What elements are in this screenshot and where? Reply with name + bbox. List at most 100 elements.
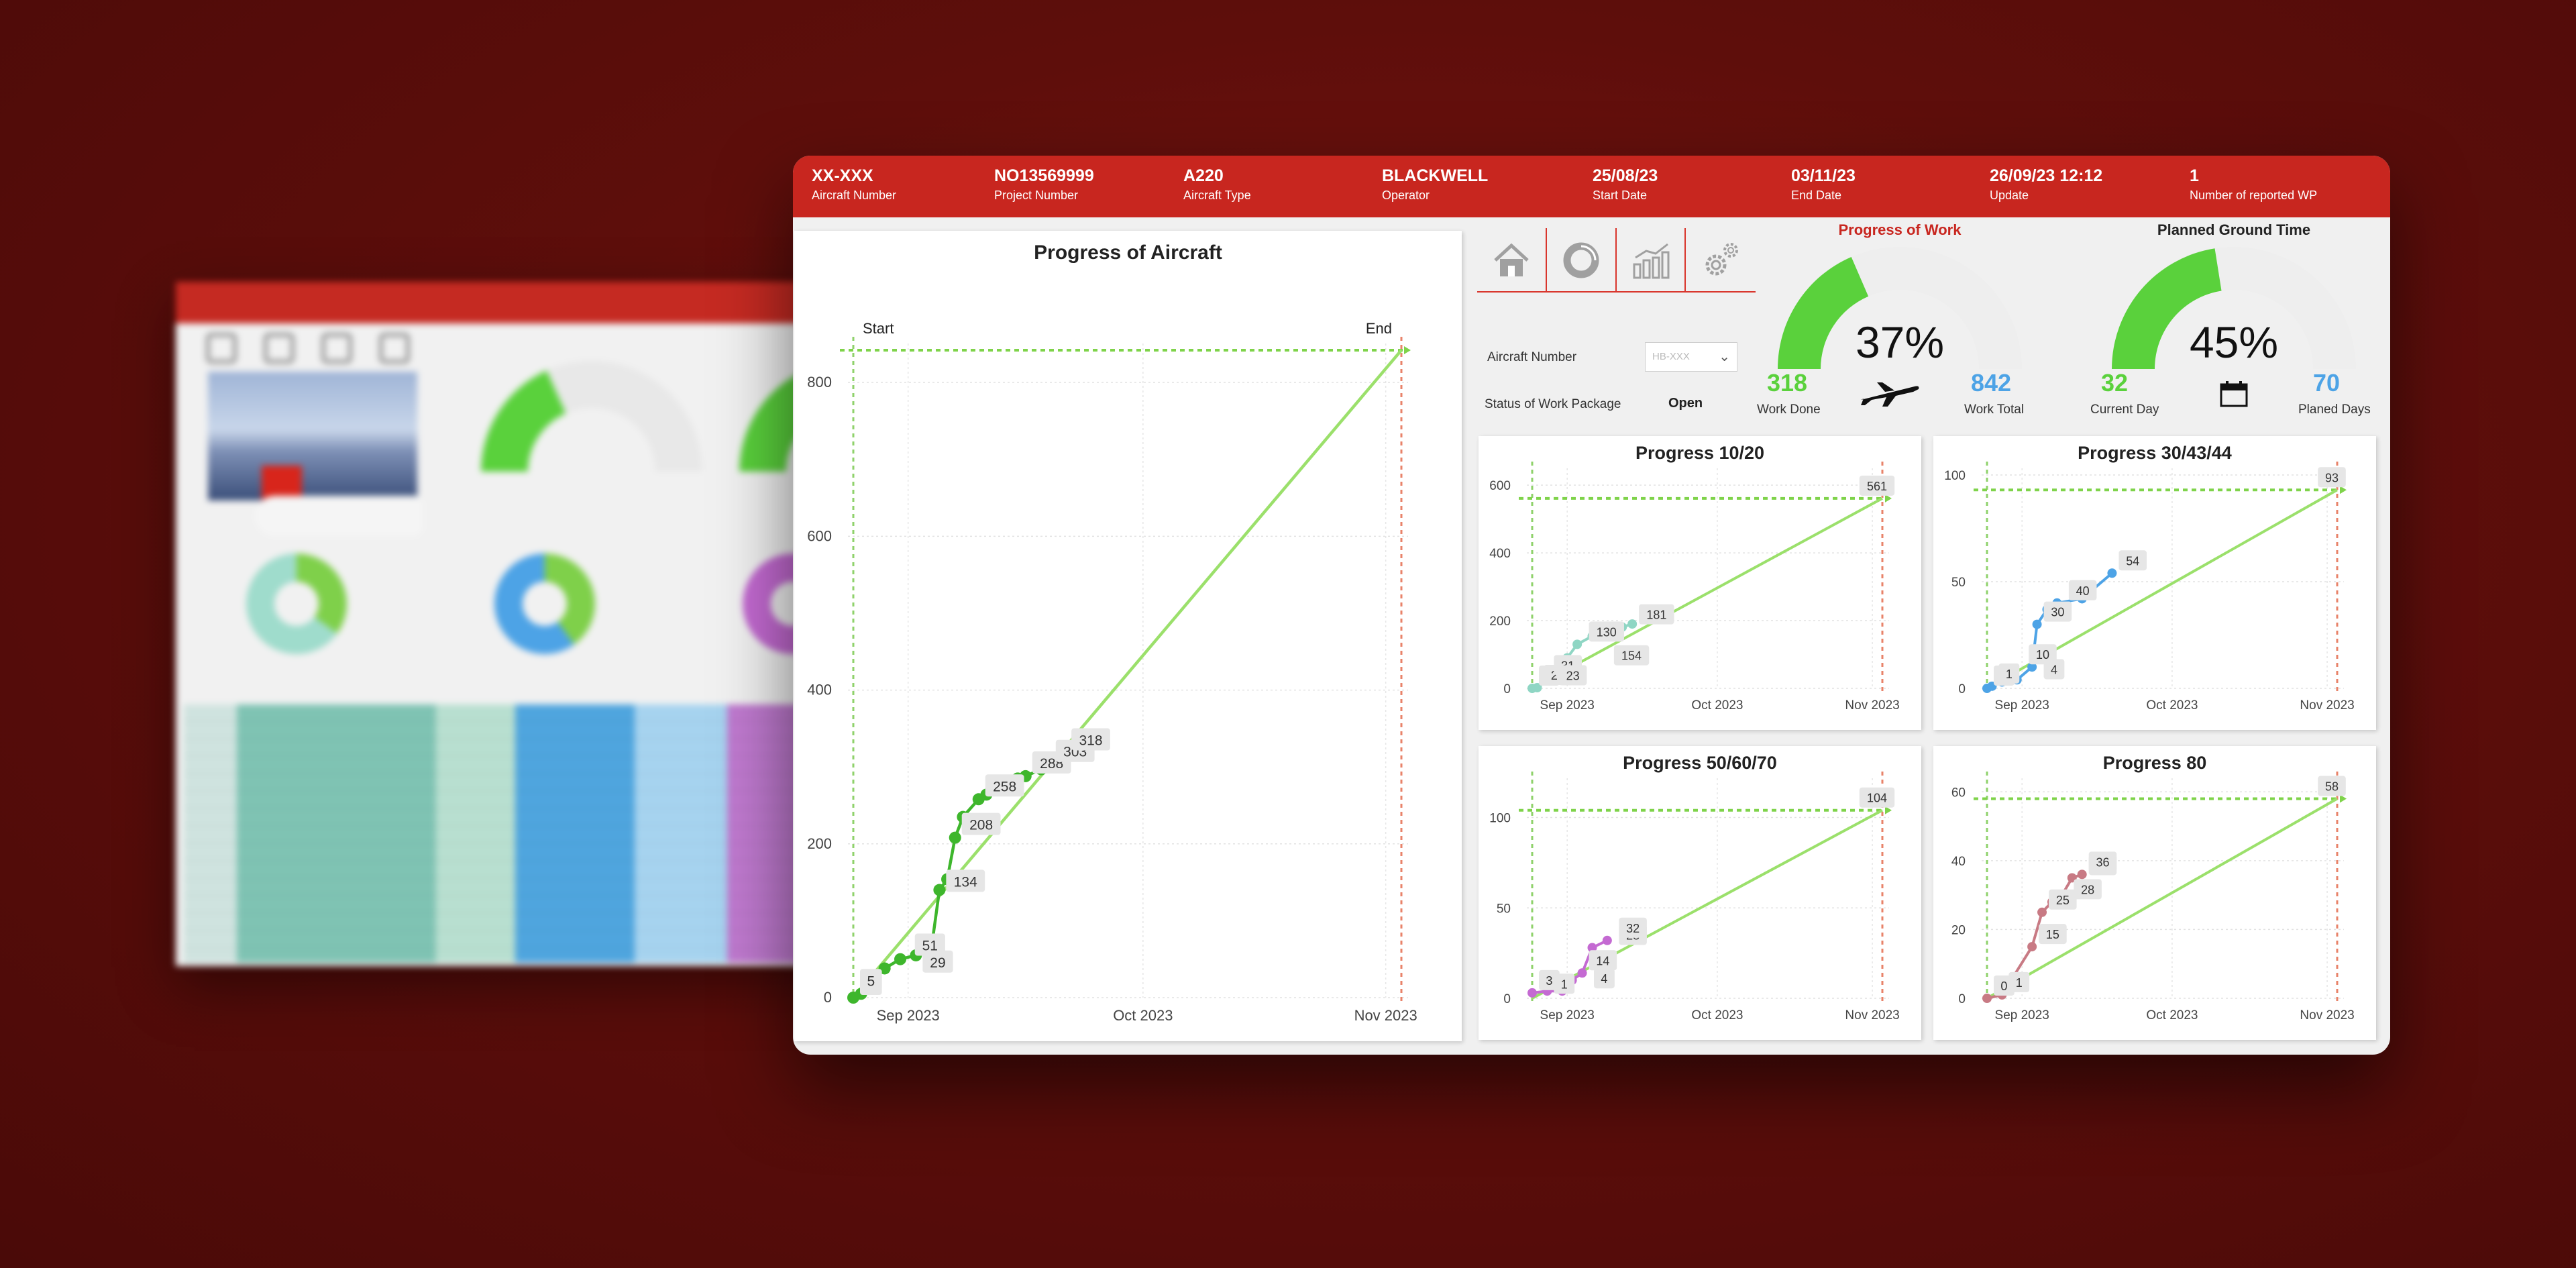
- gauge-fill: [1778, 256, 1869, 369]
- data-label: 15: [2046, 928, 2059, 941]
- data-point: [1527, 988, 1537, 998]
- y-tick-label: 200: [807, 835, 832, 852]
- data-label: 10: [2036, 648, 2049, 662]
- data-label: 4: [2051, 663, 2057, 676]
- start-label: Start: [863, 320, 894, 337]
- background-table: [184, 704, 847, 963]
- y-tick-label: 50: [1951, 576, 1966, 590]
- data-point: [1627, 619, 1638, 629]
- aircraft-number-dropdown[interactable]: HB-XXX ⌄: [1645, 342, 1737, 372]
- gauge-planned-days-value: 70: [2313, 369, 2341, 397]
- chart-title: Progress 30/43/44: [2078, 443, 2232, 463]
- airplane-icon: [1861, 382, 1919, 407]
- data-label: 134: [954, 874, 977, 890]
- header-operator: BLACKWELL Operator: [1382, 166, 1489, 202]
- aircraft-photo: [208, 372, 423, 536]
- data-label: 51: [922, 939, 938, 954]
- data-label-box: [1613, 645, 1650, 666]
- gauge-title: Planned Ground Time: [2157, 221, 2311, 238]
- data-point: [1602, 935, 1612, 945]
- data-label-box: [2088, 851, 2117, 872]
- chart-title: Progress 50/60/70: [1623, 753, 1777, 773]
- data-label: 25: [2056, 894, 2070, 907]
- data-label: 181: [1646, 609, 1666, 622]
- x-tick-label: Oct 2023: [2146, 698, 2198, 712]
- gauge-work-total-label: Work Total: [1964, 403, 2025, 417]
- data-label: 58: [2325, 780, 2339, 794]
- data-label-box: [1071, 728, 1110, 751]
- data-point: [2077, 869, 2087, 880]
- gauge-percent: 37%: [1855, 317, 1945, 367]
- y-tick-label: 20: [1951, 923, 1966, 937]
- data-label: 93: [2325, 471, 2339, 484]
- data-label: 258: [993, 779, 1016, 794]
- nav-chart-button[interactable]: [1617, 228, 1686, 293]
- data-label-box: [2043, 659, 2065, 680]
- gauge-current-day-label: Current Day: [2090, 403, 2159, 417]
- data-label: 4: [1601, 972, 1607, 986]
- background-nav-icons: [206, 333, 410, 364]
- x-tick-label: Nov 2023: [2300, 698, 2354, 712]
- y-tick-label: 600: [807, 527, 832, 544]
- gauge-work-total-value: 842: [1971, 369, 2012, 397]
- data-label: 1: [2006, 668, 2012, 681]
- data-label: 3: [1546, 974, 1552, 988]
- work-package-status-value: Open: [1668, 396, 1703, 411]
- chart-progress-of-aircraft: 0 200 400 600 800 Sep 2023 Oct 2023 Nov 2023 Sta…: [807, 320, 1417, 1024]
- x-tick-label: Nov 2023: [1845, 1008, 1899, 1022]
- data-label: 1: [2016, 976, 2023, 990]
- data-label-box: [2039, 924, 2067, 945]
- bar-line-chart-icon: [1633, 243, 1670, 279]
- y-tick-label: 0: [1958, 682, 1966, 696]
- nav-settings-button[interactable]: [1686, 228, 1756, 293]
- data-label-box: [1594, 968, 1615, 989]
- y-tick-label: 0: [1958, 992, 1966, 1006]
- chart-title: Progress 10/20: [1635, 443, 1765, 463]
- x-tick-label: Nov 2023: [1845, 698, 1899, 712]
- nav-donut-button[interactable]: [1547, 228, 1617, 293]
- end-label: End: [1366, 320, 1392, 337]
- header-aircraft-number: XX-XXX Aircraft Number: [812, 166, 897, 202]
- data-label-box: [985, 774, 1024, 797]
- chevron-down-icon: ⌄: [1719, 350, 1730, 364]
- background-donut: [246, 553, 347, 654]
- data-label: 28: [2081, 883, 2094, 896]
- y-tick-label: 0: [1503, 682, 1511, 696]
- gauge-arc: [1778, 247, 2022, 369]
- gauge-work-done-value: 318: [1767, 369, 1808, 397]
- data-label: 208: [969, 818, 993, 833]
- data-label-box: [1859, 787, 1895, 808]
- data-label-box: [2049, 889, 2077, 910]
- chart-title: Progress of Aircraft: [1034, 242, 1222, 264]
- y-tick-label: 100: [1489, 812, 1511, 826]
- gauge-arc: [2112, 247, 2356, 369]
- background-header: [176, 282, 847, 323]
- data-label-box: [2068, 580, 2097, 600]
- data-label: 318: [1079, 733, 1103, 749]
- gauge-current-day-value: 32: [2101, 369, 2129, 397]
- x-tick-label: Sep 2023: [1995, 698, 2049, 712]
- data-label: 29: [930, 955, 945, 971]
- data-label-box: [961, 812, 1001, 835]
- progress-dashboard: XX-XXX Aircraft Number NO13569999 Project …: [793, 156, 2390, 1055]
- data-label-box: [1859, 475, 1895, 496]
- chart-card-progress-of-aircraft: Progress of Aircraft 0 200 400 600 800 Sep 20…: [794, 231, 1462, 1041]
- data-label: 1: [1561, 978, 1568, 991]
- background-donut: [494, 553, 595, 654]
- data-label-box: [860, 969, 882, 992]
- data-point: [2027, 942, 2037, 952]
- y-tick-label: 800: [807, 374, 832, 390]
- data-point: [1577, 968, 1587, 978]
- donut-chart-icon: [1563, 242, 1599, 278]
- data-label-box: [1558, 665, 1587, 686]
- data-label: 36: [2096, 855, 2109, 869]
- nav-home-button[interactable]: [1477, 228, 1547, 293]
- settings-gears-icon: [1705, 243, 1739, 276]
- aircraft-number-label: Aircraft Number: [1487, 350, 1577, 364]
- x-tick-label: Nov 2023: [2300, 1008, 2354, 1022]
- y-tick-label: 60: [1951, 786, 1966, 800]
- data-label-box: [2318, 467, 2346, 488]
- data-label: 104: [1867, 792, 1887, 805]
- chart-card-progress-30-43-44: Progress 30/43/44 0 50 100 Sep 2023 Oct 2023…: [1933, 436, 2376, 730]
